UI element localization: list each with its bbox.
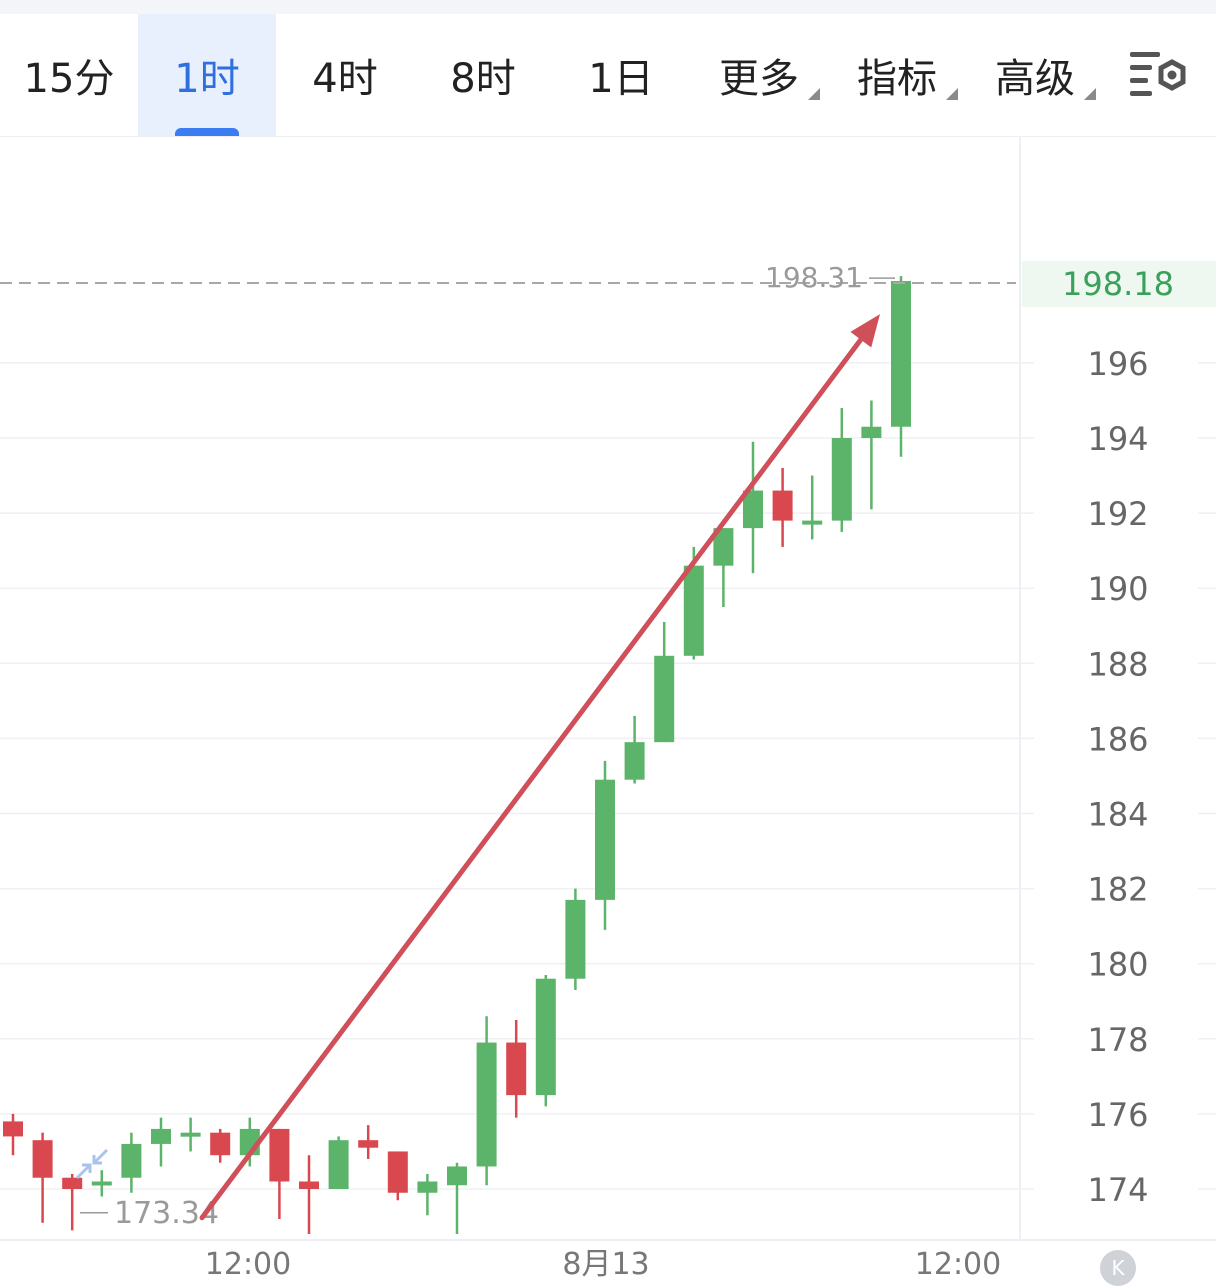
x-tick-label: 12:00: [205, 1247, 291, 1280]
candle-body: [831, 438, 852, 521]
candle-body: [3, 1121, 23, 1137]
k-badge[interactable]: K: [1100, 1250, 1136, 1286]
tab-label: 指标: [857, 56, 937, 102]
x-tick-label: 8月13: [562, 1247, 649, 1280]
low-price-label: 173.34: [114, 1196, 219, 1231]
candle-body: [565, 899, 586, 979]
candle-body: [299, 1181, 319, 1189]
y-tick-label: 196: [1087, 345, 1148, 383]
candle-body: [772, 490, 793, 521]
collapse-arrow-head: [92, 1155, 102, 1165]
tab-more-dropdown[interactable]: 更多: [690, 14, 828, 136]
tab-indicators-dropdown[interactable]: 指标: [828, 14, 966, 136]
candle-body: [713, 528, 734, 566]
interval-tab-bar: 15分 1时 4时 8时 1日 更多 指标 高级: [0, 14, 1216, 137]
candle-body: [743, 490, 763, 529]
y-tick-label: 180: [1087, 946, 1148, 984]
candle-body: [151, 1128, 171, 1144]
y-tick-label: 176: [1087, 1096, 1148, 1134]
high-price-label: 198.31: [765, 261, 863, 294]
candle-body: [654, 655, 675, 743]
y-tick-label: 186: [1087, 720, 1148, 758]
active-tab-indicator: [175, 128, 239, 136]
y-tick-label: 188: [1087, 645, 1148, 683]
tab-label: 1时: [174, 56, 240, 102]
tab-label: 更多: [719, 56, 799, 102]
tab-8hour[interactable]: 8时: [414, 14, 552, 136]
collapse-arrow-stroke: [92, 1148, 109, 1165]
dropdown-triangle-icon: [1084, 88, 1096, 100]
candle-body: [417, 1181, 438, 1193]
candle-body: [387, 1151, 408, 1193]
candle-body: [328, 1140, 349, 1189]
current-price-tag: [1022, 261, 1216, 308]
candle-body: [624, 742, 645, 780]
dropdown-triangle-icon: [946, 88, 958, 100]
tab-15min[interactable]: 15分: [0, 14, 138, 136]
candle-body: [32, 1140, 53, 1178]
candle-body: [210, 1132, 231, 1156]
y-tick-label: 194: [1087, 420, 1148, 458]
candle-body: [683, 565, 704, 656]
tab-label: 1日: [588, 56, 654, 102]
collapse-arrow-head: [82, 1163, 92, 1173]
candle-body: [358, 1140, 379, 1148]
candle-body: [62, 1177, 83, 1189]
candle-body: [447, 1166, 467, 1186]
trend-arrow-head: [850, 314, 880, 348]
chart-settings-icon[interactable]: [1128, 48, 1190, 106]
collapse-arrow-stroke: [75, 1163, 92, 1180]
candle-body: [802, 520, 823, 525]
y-tick-label: 184: [1087, 796, 1148, 834]
y-tick-label: 190: [1087, 570, 1148, 608]
y-tick-label: 192: [1087, 495, 1148, 533]
candle-body: [506, 1042, 527, 1096]
y-tick-label: 178: [1087, 1021, 1148, 1059]
candle-body: [91, 1181, 112, 1186]
candle-body: [891, 281, 911, 427]
collapse-arrows-icon: [75, 1148, 109, 1180]
candle-body: [269, 1128, 290, 1182]
tab-label: 4时: [312, 56, 378, 102]
candle-body: [476, 1042, 497, 1167]
tab-label: 15分: [23, 56, 115, 102]
tab-label: 8时: [450, 56, 516, 102]
dropdown-triangle-icon: [808, 88, 820, 100]
tab-1hour[interactable]: 1时: [138, 14, 276, 136]
y-tick-label: 174: [1087, 1171, 1148, 1209]
current-price-label: 198.18: [1062, 265, 1174, 303]
tab-advanced-dropdown[interactable]: 高级: [966, 14, 1104, 136]
candle-body: [861, 426, 882, 438]
candle-body: [121, 1143, 142, 1178]
tab-label: 高级: [995, 56, 1075, 102]
candle-body: [595, 779, 615, 900]
tab-1day[interactable]: 1日: [552, 14, 690, 136]
candle-body: [180, 1132, 201, 1137]
tab-4hour[interactable]: 4时: [276, 14, 414, 136]
trend-arrow-line: [199, 337, 864, 1221]
y-tick-label: 182: [1087, 871, 1148, 909]
candle-body: [535, 978, 556, 1096]
x-tick-label: 12:00: [915, 1247, 1001, 1280]
status-strip: [0, 0, 1216, 14]
